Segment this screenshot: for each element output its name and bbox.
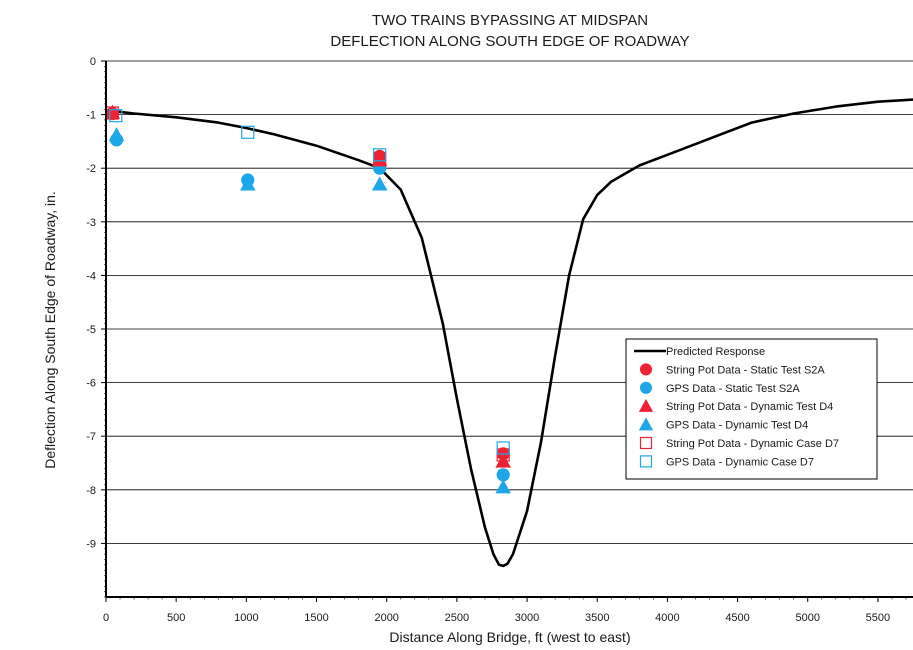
y-tick-label: -3 [86,217,96,229]
x-tick-label: 0 [103,612,109,624]
x-axis-label: Distance Along Bridge, ft (west to east) [389,629,630,645]
data-markers [104,104,511,494]
data-point-triangle-filled [371,152,388,167]
data-point-square-open [241,125,255,139]
data-point-square-open [373,148,387,162]
data-point-circle-filled [496,468,510,482]
legend-label: Predicted Response [666,346,765,358]
legend-label: String Pot Data - Static Test S2A [666,364,825,376]
y-tick-label: -6 [86,378,96,390]
legend-label: String Pot Data - Dynamic Test D4 [666,401,833,413]
legend-label: GPS Data - Static Test S2A [666,383,800,395]
legend-label: String Pot Data - Dynamic Case D7 [666,438,839,450]
y-tick-label: -8 [86,485,96,497]
y-tick-label: -4 [86,270,96,282]
predicted-response-line [105,98,913,568]
legend-swatch-triangle-filled [638,399,654,412]
legend-label: GPS Data - Dynamic Case D7 [666,456,814,468]
data-point-square-open [496,441,510,455]
y-axis-label: Deflection Along South Edge of Roadway, … [42,191,58,469]
data-point-square-open [109,109,123,123]
y-tick-label: -7 [86,431,96,443]
data-point-triangle-filled [239,176,256,191]
legend-swatch-circle-filled [639,381,653,394]
y-tick-label: -9 [86,538,96,550]
x-tick-label: 4500 [725,612,749,624]
x-tick-label: 4000 [655,612,679,624]
x-tick-label: 500 [167,612,185,624]
y-tick-label: -2 [86,163,96,175]
y-tick-label: -5 [86,324,96,336]
x-tick-label: 2500 [445,612,469,624]
legend-box [625,338,878,480]
data-point-triangle-filled [108,127,125,142]
tick-labels: 0 -1 -2 -3 -4 -5 -6 -7 -8 -9 0 500 1000 1500 2000 2500 3… [86,56,890,624]
legend-swatch-circle-filled [639,363,653,376]
predicted-curve-layer [105,98,913,568]
data-point-triangle-filled [371,176,388,191]
axes [101,60,913,602]
legend: Predicted Response String Pot Data - Stat… [625,338,878,480]
x-tick-label: 5500 [866,612,890,624]
gridlines [106,60,913,544]
x-tick-label: 3000 [515,612,539,624]
x-tick-label: 3500 [585,612,609,624]
x-tick-label: 1000 [234,612,258,624]
legend-label: GPS Data - Dynamic Test D4 [666,420,808,432]
data-point-triangle-filled [495,479,511,494]
data-point-triangle-filled [104,104,121,119]
x-tick-label: 1500 [304,612,328,624]
y-tick-label: 0 [90,56,96,68]
x-tick-label: 2000 [374,612,398,624]
chart-title: TWO TRAINS BYPASSING AT MIDSPAN [372,12,648,29]
legend-swatch-square-open [639,455,653,468]
y-tick-label: -1 [86,110,96,122]
chart-subtitle: DEFLECTION ALONG SOUTH EDGE OF ROADWAY [330,33,689,50]
data-point-square-open [496,448,510,462]
legend-swatch-square-open [639,436,653,450]
x-tick-label: 5000 [795,612,819,624]
legend-swatch-triangle-filled [638,417,654,431]
